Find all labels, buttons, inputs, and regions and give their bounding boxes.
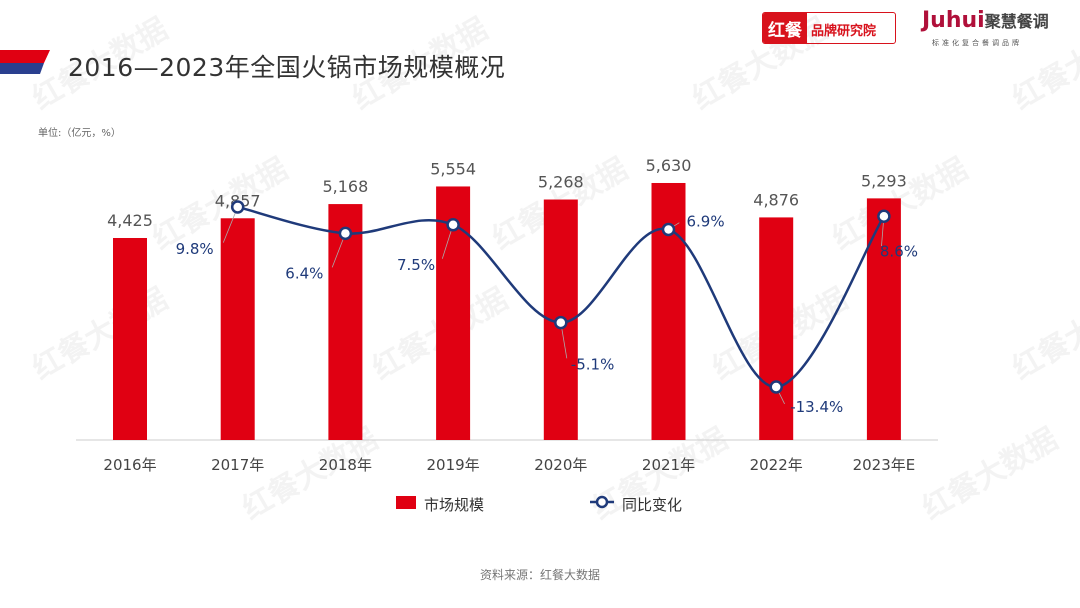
logo-left-text: 品牌研究院: [811, 24, 877, 39]
logo-right-subtitle: 标准化复合餐调品牌: [932, 39, 1022, 47]
logo-right-text: 聚慧餐调: [984, 12, 1049, 31]
title-decor-red: [0, 50, 50, 63]
x-tick-label: 2017年: [211, 456, 264, 474]
watermark-text: 红餐大数据: [27, 282, 174, 387]
bar-value-label: 5,630: [646, 156, 692, 175]
growth-point: [230, 200, 245, 214]
bar: [220, 218, 255, 440]
legend-bar-swatch: [396, 496, 416, 509]
legend-line-label: 同比变化: [622, 496, 683, 514]
bar-value-label: 5,268: [538, 173, 584, 192]
x-tick-label: 2016年: [103, 456, 156, 474]
growth-point: [769, 380, 783, 394]
x-tick-label: 2021年: [642, 456, 695, 474]
page-title: 2016—2023年全国火锅市场规模概况: [68, 53, 506, 82]
brand-logo-right: Juhui聚慧餐调: [922, 8, 1049, 33]
brand-logo-left: 红餐 品牌研究院: [762, 12, 896, 44]
growth-value-label: -5.1%: [571, 356, 615, 374]
growth-value-label: 8.6%: [880, 242, 918, 260]
growth-point: [661, 222, 676, 237]
bar: [113, 237, 147, 440]
x-tick-label: 2018年: [319, 456, 372, 474]
x-tick-label: 2020年: [534, 456, 587, 474]
logo-right-mark: Juhui: [922, 8, 985, 33]
growth-value-label: 6.9%: [687, 212, 725, 230]
x-tick-label: 2019年: [427, 456, 480, 474]
x-tick-label: 2022年: [750, 456, 803, 474]
bar: [759, 217, 794, 440]
bar-value-label: 5,168: [322, 177, 368, 196]
bar: [328, 204, 363, 440]
watermark-text: 红餐大数据: [1007, 282, 1080, 387]
legend-bar-label: 市场规模: [424, 496, 485, 514]
bar: [651, 182, 686, 441]
growth-point: [338, 226, 353, 241]
logo-left-mark: 红餐: [763, 13, 807, 43]
growth-value-label: -13.4%: [790, 398, 843, 416]
growth-point: [877, 209, 891, 224]
growth-point: [446, 218, 460, 232]
bar-value-label: 5,554: [430, 159, 476, 178]
growth-value-label: 7.5%: [397, 256, 435, 274]
watermark-text: 红餐大数据: [917, 422, 1064, 527]
unit-label: 单位:（亿元，%）: [38, 128, 121, 139]
bar-value-label: 5,293: [861, 171, 907, 190]
bar-value-label: 4,425: [107, 211, 153, 230]
x-tick-label: 2023年E: [853, 456, 916, 474]
growth-point: [554, 315, 568, 330]
source-note: 资料来源：红餐大数据: [479, 568, 600, 582]
growth-value-label: 9.8%: [176, 240, 214, 258]
bar-value-label: 4,876: [753, 190, 799, 209]
legend-line-marker: [595, 495, 609, 509]
title-decor-blue: [0, 63, 44, 74]
growth-value-label: 6.4%: [285, 264, 323, 282]
bar: [866, 198, 901, 440]
